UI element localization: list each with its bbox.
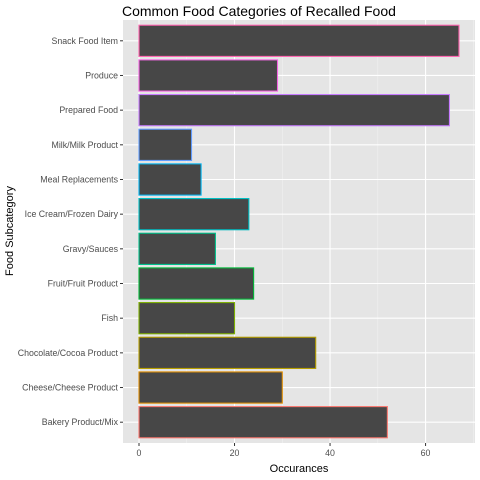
bar	[138, 406, 388, 439]
y-tick-label: Ice Cream/Frozen Dairy	[25, 209, 119, 219]
y-tick-label: Produce	[85, 70, 118, 80]
x-tick-label: 20	[230, 448, 240, 458]
bar	[138, 267, 255, 300]
x-axis-title: Occurances	[270, 463, 329, 475]
bar	[138, 59, 279, 92]
bar	[138, 232, 216, 265]
y-axis: Bakery Product/Mix Cheese/Cheese Product C…	[18, 36, 123, 427]
chart-title: Common Food Categories of Recalled Food	[122, 3, 396, 19]
x-axis: 0 20 40 60	[137, 443, 431, 458]
y-axis-title: Food Subcategory	[4, 186, 16, 276]
bar	[138, 198, 250, 231]
bar	[138, 163, 202, 196]
y-tick-label: Prepared Food	[59, 105, 118, 115]
x-tick-label: 60	[421, 448, 431, 458]
y-tick-label: Fish	[101, 313, 118, 323]
y-tick-label: Milk/Milk Product	[52, 140, 119, 150]
bars	[138, 24, 460, 439]
bar	[138, 371, 283, 404]
bar	[138, 128, 193, 161]
y-tick-label: Chocolate/Cocoa Product	[18, 348, 119, 358]
y-tick-label: Cheese/Cheese Product	[22, 383, 118, 393]
bar	[138, 93, 450, 127]
bar	[138, 336, 317, 370]
x-tick-label: 40	[325, 448, 335, 458]
y-tick-label: Bakery Product/Mix	[42, 417, 119, 427]
bar	[138, 24, 460, 57]
y-tick-label: Gravy/Sauces	[63, 244, 119, 254]
y-tick-label: Snack Food Item	[52, 36, 119, 46]
y-tick-label: Fruit/Fruit Product	[48, 279, 119, 289]
x-tick-label: 0	[137, 448, 142, 458]
bar	[138, 302, 236, 335]
y-tick-label: Meal Replacements	[40, 174, 118, 184]
